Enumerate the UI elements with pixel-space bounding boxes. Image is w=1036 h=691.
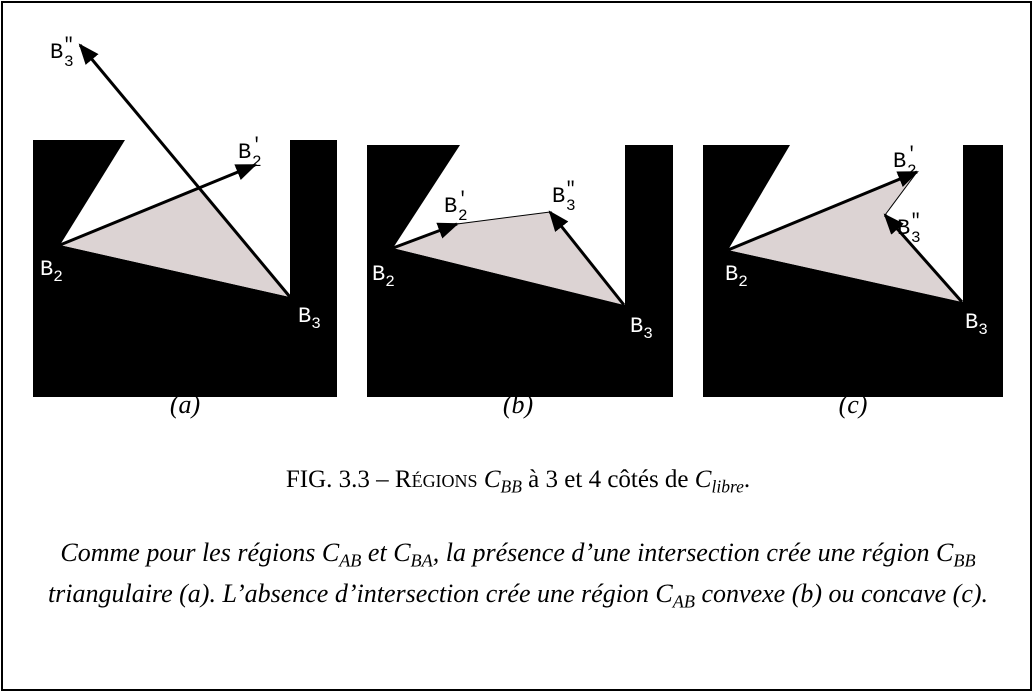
panel-c [703,145,1003,397]
math: C [655,579,673,609]
math-sub: libre [711,476,744,497]
label-sub: 3 [978,321,988,339]
math: C [694,466,712,493]
text: , la présence d’une intersection crée un… [432,538,936,567]
math-sub: AB [672,591,695,612]
label-sub: 3 [64,53,74,71]
label-base: B [897,216,910,241]
description: Comme pour les régions CAB et CBA, la pr… [6,536,1030,619]
figure-caption: FIG. 3.3 – Régions CBB à 3 et 4 côtés de… [0,466,1036,497]
label-base: B [444,194,457,219]
label-sub: 2 [252,153,262,171]
math: C [321,538,340,567]
label-base: B [725,262,738,287]
point-label: B′ 2 [238,136,262,171]
point-label: B2 [372,262,395,291]
label-sub: 2 [738,273,748,291]
panel-b [367,145,673,397]
label-sub: 2 [385,273,395,291]
label-prime: ′ [457,190,468,210]
label-sub: 2 [53,268,63,286]
math: C [483,466,501,493]
point-label: B2 [40,257,63,286]
caption-text: FIG. 3.3 – Régions [285,466,484,493]
point-label: B″ 3 [50,36,74,71]
math-sub: BB [953,550,976,571]
math: 4 [588,466,602,493]
point-label: B′ 2 [444,190,468,225]
label-base: B [40,257,53,282]
label-sub: 3 [566,197,576,215]
label-prime: ″ [565,180,576,200]
label-base: B [372,262,385,287]
point-label: B′ 2 [893,145,917,180]
label-base: B [630,314,643,339]
math: C [936,538,954,567]
label-prime: ′ [906,145,917,165]
math: C [393,538,411,567]
math: 3 [545,466,559,493]
panel-caption: (c) [839,390,868,419]
label-sub: 3 [911,229,921,247]
caption-text: et [558,466,589,493]
caption-text: . [743,466,751,493]
label-prime: ″ [910,212,921,232]
label-base: B [965,310,978,335]
point-label: B3 [965,310,988,339]
text: et [361,538,394,567]
math-sub: BB [500,476,522,497]
label-base: B [298,304,311,329]
label-base: B [238,140,251,165]
label-sub: 2 [907,162,917,180]
label-prime: ″ [63,36,74,56]
text: Comme pour les régions [60,538,322,567]
panel-caption: (b) [503,390,533,419]
caption-text: côtés de [601,466,695,493]
panel-a [33,43,337,397]
point-label: B3 [298,304,321,333]
text: convexe (b) ou concave (c). [695,579,989,609]
label-base: B [552,184,565,209]
label-base: B [50,40,63,65]
point-label: B″ 3 [897,212,921,247]
point-label: B3 [630,314,653,343]
label-sub: 3 [643,325,653,343]
label-sub: 3 [311,315,321,333]
math-sub: BA [410,550,433,571]
point-label: B″ 3 [552,180,576,215]
point-label: B2 [725,262,748,291]
math-sub: AB [339,550,362,571]
text: triangulaire (a). L’absence d’intersecti… [47,579,656,609]
label-prime: ′ [251,136,262,156]
panel-caption: (a) [170,390,200,419]
label-base: B [893,149,906,174]
label-sub: 2 [458,207,468,225]
caption-text: à [521,466,546,493]
